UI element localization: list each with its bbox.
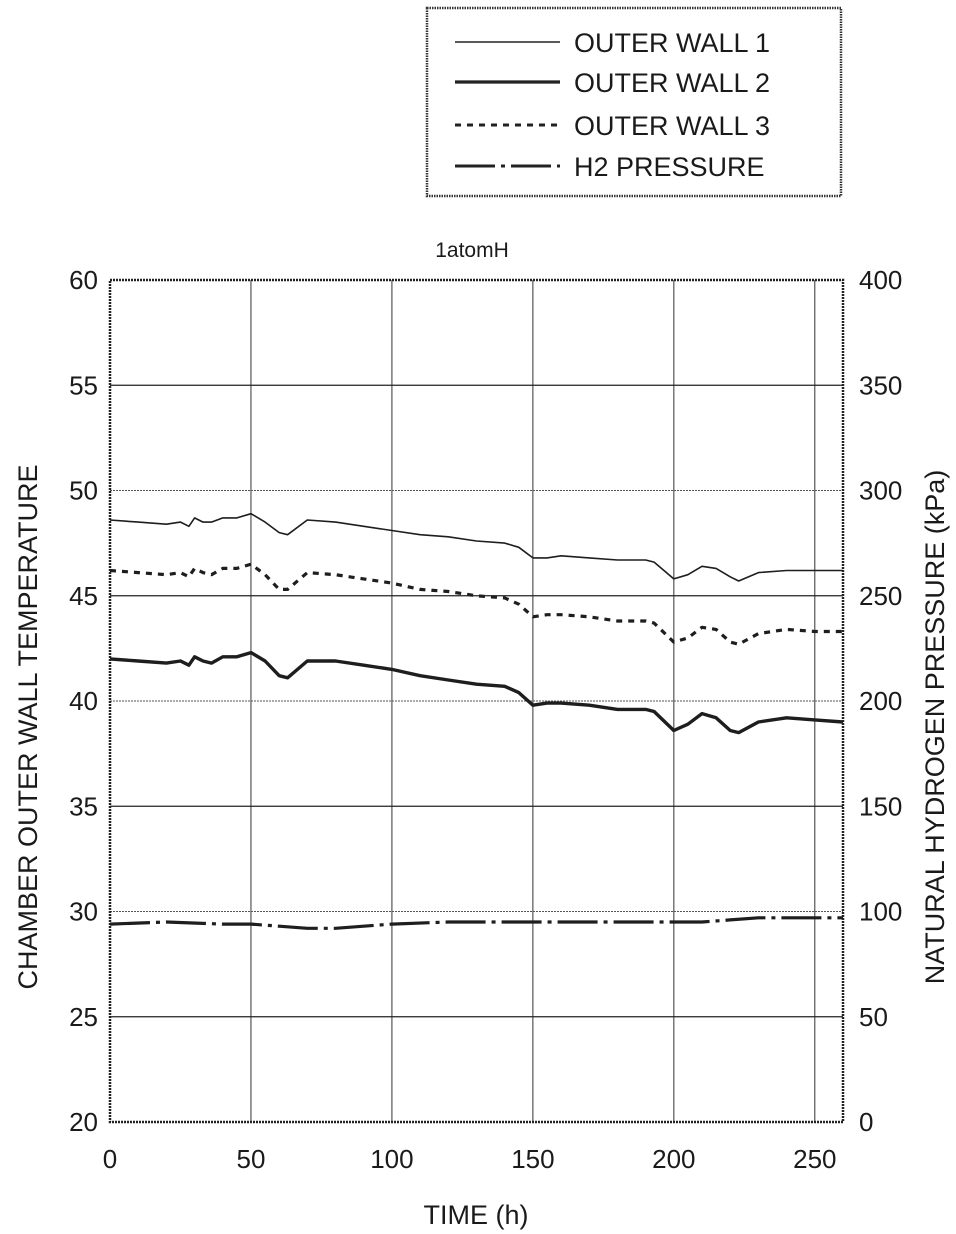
x-tick-label: 100 xyxy=(370,1144,413,1174)
legend: OUTER WALL 1 OUTER WALL 2 OUTER WALL 3 H… xyxy=(427,8,841,196)
legend-label-outer-wall-2: OUTER WALL 2 xyxy=(574,68,770,98)
y-axis-label-right: NATURAL HYDROGEN PRESSURE (kPa) xyxy=(920,470,950,985)
y-left-tick-label: 25 xyxy=(69,1002,98,1032)
x-tick-label: 150 xyxy=(511,1144,554,1174)
y-right-tick-label: 200 xyxy=(859,686,902,716)
y-right-tick-label: 300 xyxy=(859,476,902,506)
y-left-tick-label: 35 xyxy=(69,791,98,821)
x-tick-label: 200 xyxy=(652,1144,695,1174)
y-left-tick-label: 40 xyxy=(69,686,98,716)
y-right-tick-label: 100 xyxy=(859,897,902,927)
y-right-tick-label: 0 xyxy=(859,1107,873,1137)
y-left-tick-label: 50 xyxy=(69,476,98,506)
series-line-outer-wall-2 xyxy=(110,653,843,733)
y-right-tick-label: 250 xyxy=(859,581,902,611)
series-layer xyxy=(110,514,843,929)
y-right-tick-label: 350 xyxy=(859,370,902,400)
y-right-tick-label: 400 xyxy=(859,265,902,295)
x-tick-label: 50 xyxy=(237,1144,266,1174)
y-left-tick-label: 55 xyxy=(69,370,98,400)
y-axis-label-left: CHAMBER OUTER WALL TEMPERATURE xyxy=(13,464,43,989)
y-right-tick-label: 50 xyxy=(859,1002,888,1032)
legend-label-outer-wall-1: OUTER WALL 1 xyxy=(574,28,770,58)
legend-label-outer-wall-3: OUTER WALL 3 xyxy=(574,111,770,141)
y-left-tick-label: 60 xyxy=(69,265,98,295)
legend-label-h2-pressure: H2 PRESSURE xyxy=(574,152,765,182)
y-right-tick-label: 150 xyxy=(859,791,902,821)
series-line-h2-pressure xyxy=(110,918,843,929)
x-tick-label: 250 xyxy=(793,1144,836,1174)
y-left-tick-label: 45 xyxy=(69,581,98,611)
y-left-tick-label: 30 xyxy=(69,897,98,927)
x-tick-label: 0 xyxy=(103,1144,117,1174)
grid xyxy=(110,280,843,1122)
chart-title: 1atomH xyxy=(435,239,509,262)
x-axis-label: TIME (h) xyxy=(424,1200,529,1230)
y-left-tick-label: 20 xyxy=(69,1107,98,1137)
series-line-outer-wall-1 xyxy=(110,514,843,581)
series-line-outer-wall-3 xyxy=(110,564,843,644)
